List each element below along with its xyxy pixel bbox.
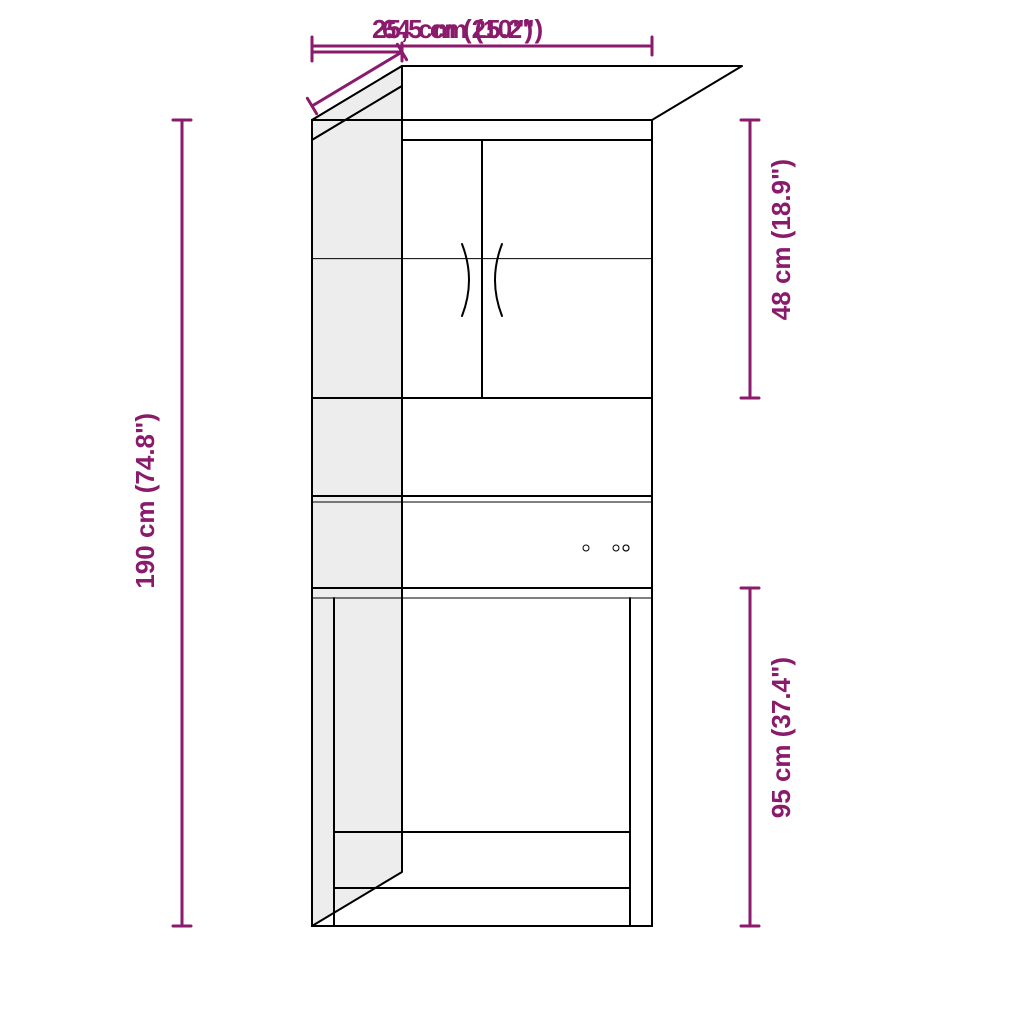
dim-label-width: 64 cm (25.2") xyxy=(382,16,543,42)
dim-label-door-height: 48 cm (18.9") xyxy=(768,159,794,320)
diagram-stage: 25,5 cm (10") 64 cm (25.2") 48 cm (18.9"… xyxy=(0,0,1024,1024)
dim-label-total-height: 190 cm (74.8") xyxy=(132,413,158,589)
dim-label-opening-height: 95 cm (37.4") xyxy=(768,657,794,818)
